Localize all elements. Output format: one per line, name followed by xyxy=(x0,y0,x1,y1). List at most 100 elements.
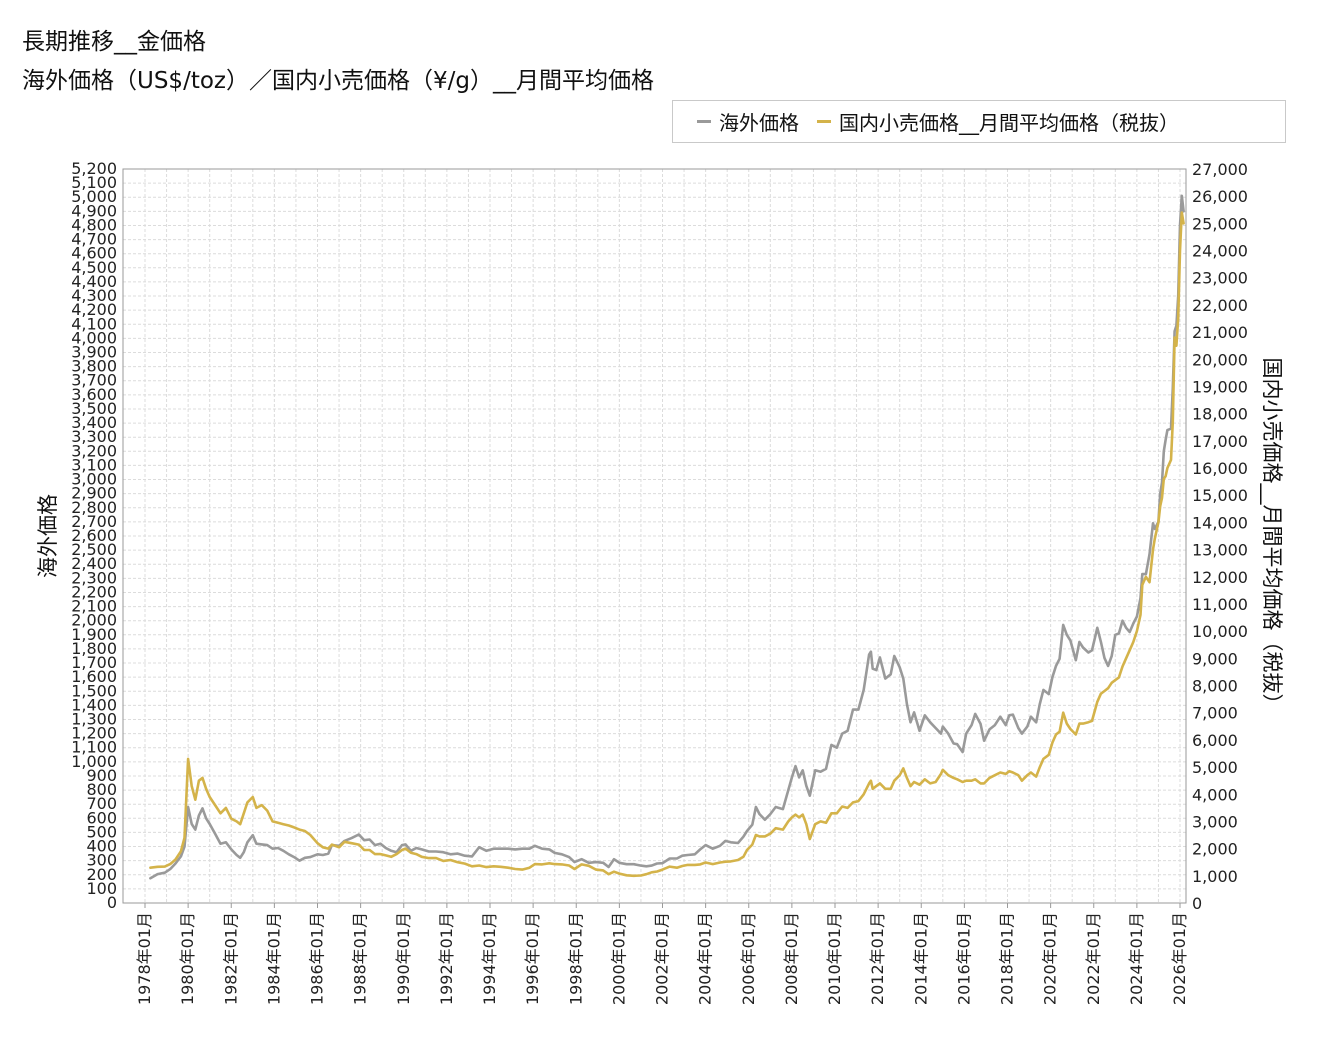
x-tick-label: 2002年01月 xyxy=(653,912,672,1005)
right-tick-label: 3,000 xyxy=(1192,812,1238,831)
right-tick-label: 21,000 xyxy=(1192,323,1248,342)
right-tick-label: 1,000 xyxy=(1192,867,1238,886)
gridlines xyxy=(123,168,1186,904)
left-tick-label: 3,300 xyxy=(71,427,117,446)
right-tick-label: 11,000 xyxy=(1192,595,1248,614)
x-tick-label: 1996年01月 xyxy=(523,912,542,1005)
right-tick-label: 23,000 xyxy=(1192,269,1248,288)
right-tick-label: 4,000 xyxy=(1192,785,1238,804)
x-tick-label: 2012年01月 xyxy=(868,912,887,1005)
left-tick-label: 100 xyxy=(86,879,117,898)
legend-item-overseas[interactable]: 海外価格 xyxy=(697,107,799,136)
left-tick-label: 5,100 xyxy=(71,173,117,192)
left-tick-label: 2,300 xyxy=(71,568,117,587)
right-tick-label: 5,000 xyxy=(1192,758,1238,777)
legend-item-domestic[interactable]: 国内小売価格__月間平均価格（税抜） xyxy=(817,107,1179,136)
x-tick-label: 1986年01月 xyxy=(308,912,327,1005)
left-tick-label: 3,700 xyxy=(71,371,117,390)
left-tick-label: 800 xyxy=(86,780,117,799)
chart-title: 長期推移__金価格 xyxy=(22,29,206,55)
left-tick-label: 3,900 xyxy=(71,343,117,362)
right-tick-label: 19,000 xyxy=(1192,377,1248,396)
chart-subtitle: 海外価格（US$/toz）／国内小売価格（¥/g）__月間平均価格 xyxy=(22,68,654,94)
left-tick-label: 2,200 xyxy=(71,582,117,601)
right-tick-label: 18,000 xyxy=(1192,405,1248,424)
x-axis-ticks: 1978年01月 1980年01月 1982年01月 1984年01月 1986年01月… xyxy=(135,903,1189,1005)
left-tick-label: 2,600 xyxy=(71,526,117,545)
plot-area-border xyxy=(122,168,1187,904)
left-tick-label: 2,700 xyxy=(71,512,117,531)
legend-label-domestic: 国内小売価格__月間平均価格（税抜） xyxy=(839,111,1179,135)
left-tick-label: 3,100 xyxy=(71,455,117,474)
left-tick-label: 4,300 xyxy=(71,286,117,305)
legend-label-overseas: 海外価格 xyxy=(719,111,799,135)
left-tick-label: 1,300 xyxy=(71,710,117,729)
left-tick-label: 1,400 xyxy=(71,695,117,714)
left-tick-label: 900 xyxy=(86,766,117,785)
right-tick-label: 16,000 xyxy=(1192,459,1248,478)
right-tick-label: 2,000 xyxy=(1192,840,1238,859)
right-tick-label: 6,000 xyxy=(1192,731,1238,750)
series-line-overseas[interactable] xyxy=(149,194,1185,880)
left-tick-label: 500 xyxy=(86,822,117,841)
left-tick-label: 1,900 xyxy=(71,625,117,644)
x-tick-label: 1982年01月 xyxy=(221,912,240,1005)
left-tick-label: 2,100 xyxy=(71,597,117,616)
left-tick-label: 600 xyxy=(86,808,117,827)
x-tick-label: 1990年01月 xyxy=(394,912,413,1005)
right-tick-label: 12,000 xyxy=(1192,568,1248,587)
right-tick-label: 10,000 xyxy=(1192,622,1248,641)
left-tick-label: 2,000 xyxy=(71,611,117,630)
x-tick-label: 2014年01月 xyxy=(911,912,930,1005)
left-tick-label: 200 xyxy=(86,865,117,884)
x-tick-label: 2010年01月 xyxy=(825,912,844,1005)
left-tick-label: 1,200 xyxy=(71,724,117,743)
x-tick-label: 1988年01月 xyxy=(351,912,370,1005)
right-tick-label: 8,000 xyxy=(1192,677,1238,696)
left-tick-label: 2,800 xyxy=(71,498,117,517)
left-tick-label: 1,600 xyxy=(71,667,117,686)
left-tick-label: 4,400 xyxy=(71,272,117,291)
x-tick-label: 2018年01月 xyxy=(998,912,1017,1005)
right-tick-label: 7,000 xyxy=(1192,704,1238,723)
right-tick-label: 0 xyxy=(1192,894,1202,913)
left-tick-label: 3,800 xyxy=(71,357,117,376)
left-tick-label: 1,500 xyxy=(71,681,117,700)
left-tick-label: 0 xyxy=(107,893,117,912)
x-tick-label: 2006年01月 xyxy=(739,912,758,1005)
x-tick-label: 2016年01月 xyxy=(954,912,973,1005)
x-tick-label: 2004年01月 xyxy=(696,912,715,1005)
left-tick-label: 5,200 xyxy=(71,159,117,178)
legend-swatch-overseas xyxy=(697,120,711,123)
left-tick-label: 1,100 xyxy=(71,738,117,757)
left-axis-title: 海外価格 xyxy=(36,494,60,578)
right-axis-title: 国内小売価格__月間平均価格（税抜） xyxy=(1259,358,1284,715)
x-tick-label: 2026年01月 xyxy=(1170,912,1189,1005)
legend-swatch-domestic xyxy=(817,120,831,123)
left-tick-label: 2,400 xyxy=(71,554,117,573)
left-tick-label: 3,500 xyxy=(71,399,117,418)
left-tick-label: 4,100 xyxy=(71,314,117,333)
left-tick-label: 3,200 xyxy=(71,441,117,460)
right-tick-label: 9,000 xyxy=(1192,649,1238,668)
x-tick-label: 1992年01月 xyxy=(437,912,456,1005)
left-tick-label: 5,000 xyxy=(71,187,117,206)
x-tick-label: 2000年01月 xyxy=(609,912,628,1005)
left-tick-label: 4,900 xyxy=(71,201,117,220)
x-tick-label: 1984年01月 xyxy=(264,912,283,1005)
left-tick-label: 2,500 xyxy=(71,540,117,559)
right-tick-label: 13,000 xyxy=(1192,541,1248,560)
left-tick-label: 4,200 xyxy=(71,300,117,319)
right-tick-label: 22,000 xyxy=(1192,296,1248,315)
left-tick-label: 4,000 xyxy=(71,328,117,347)
series-line-domestic[interactable] xyxy=(149,211,1185,878)
left-tick-label: 3,000 xyxy=(71,470,117,489)
x-tick-label: 2022年01月 xyxy=(1084,912,1103,1005)
right-tick-label: 25,000 xyxy=(1192,214,1248,233)
x-tick-label: 1998年01月 xyxy=(566,912,585,1005)
left-tick-label: 4,800 xyxy=(71,215,117,234)
left-tick-label: 4,500 xyxy=(71,258,117,277)
left-tick-label: 4,700 xyxy=(71,230,117,249)
left-tick-label: 400 xyxy=(86,837,117,856)
